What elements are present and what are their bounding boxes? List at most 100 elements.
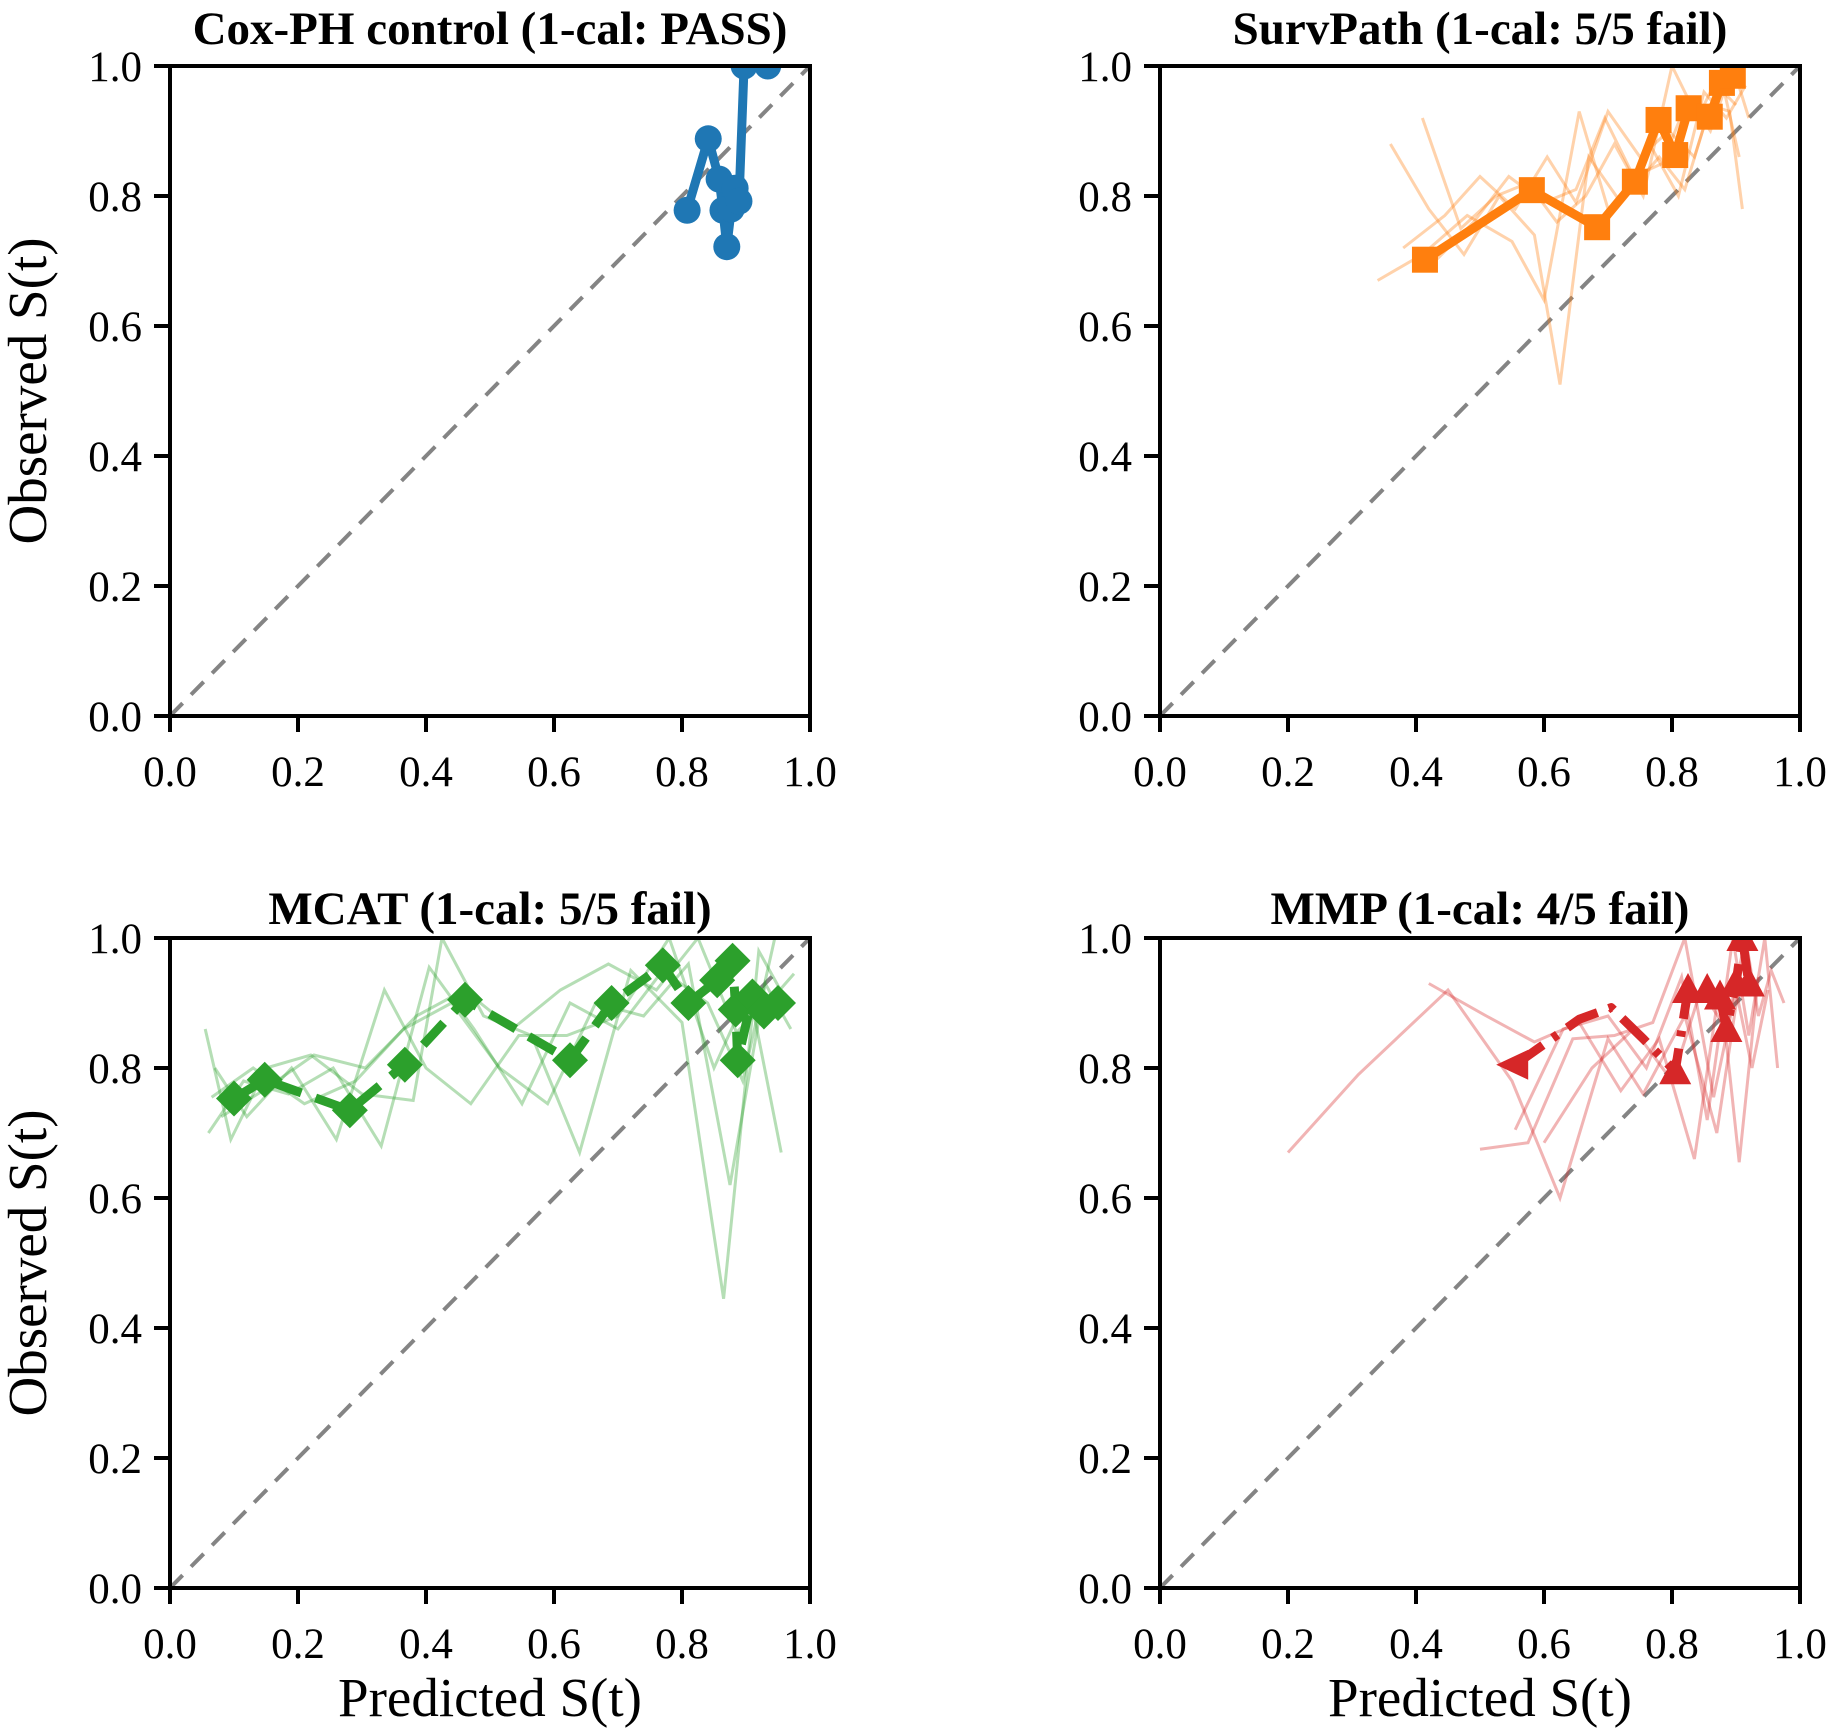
x-tick-label: 0.8 — [655, 1621, 709, 1668]
x-tick-label: 0.8 — [655, 749, 709, 796]
axes-spines — [168, 936, 812, 1590]
y-tick-label: 1.0 — [88, 44, 142, 91]
data-layer — [170, 938, 810, 1588]
y-tick-label: 0.6 — [88, 1176, 142, 1223]
fold-curve — [1402, 82, 1738, 250]
square-marker — [1518, 177, 1545, 204]
diamond-marker — [760, 985, 796, 1021]
triangle-marker — [1726, 938, 1759, 951]
square-marker — [1584, 214, 1611, 241]
fold-curve — [1389, 84, 1747, 385]
y-tick-label: 0.8 — [1078, 174, 1132, 221]
y-tick-label: 0.8 — [88, 1046, 142, 1093]
circle-marker — [713, 233, 741, 261]
fold-curve — [210, 960, 793, 1186]
diagonal-reference-line — [1160, 66, 1800, 716]
data-layer — [1160, 66, 1800, 716]
x-tick-label: 1.0 — [1773, 749, 1827, 796]
y-tick-label: 0.8 — [88, 174, 142, 221]
data-layer — [1160, 938, 1800, 1588]
ylabel-top-left: Observed S(t) — [0, 237, 58, 544]
diagonal-reference-line — [1160, 938, 1800, 1588]
fold-curve — [203, 938, 789, 1299]
circle-marker — [673, 196, 701, 224]
fold-curve — [1428, 976, 1760, 1163]
triangle-marker — [1710, 1012, 1743, 1042]
x-tick-label: 0.6 — [527, 749, 581, 796]
diagonal-reference-line — [170, 938, 810, 1588]
ylabel-bottom-left: Observed S(t) — [0, 1109, 58, 1416]
panel-cox-ph: Cox-PH control (1-cal: PASS) 0.00.0 0.2 0.… — [88, 3, 837, 796]
axes-spines — [1158, 936, 1802, 1590]
axes-spines — [1158, 64, 1802, 718]
diagonal-reference-line — [170, 66, 810, 716]
x-tick-label: 0.0 — [143, 749, 197, 796]
diamond-marker — [719, 1042, 756, 1079]
triangle-marker — [1704, 979, 1736, 1010]
y-tick-label: 0.0 — [1078, 694, 1132, 741]
circle-marker — [694, 125, 722, 153]
y-tick-label: 0.2 — [1078, 1436, 1132, 1483]
square-marker — [1621, 168, 1648, 195]
y-tick-label: 1.0 — [1078, 916, 1132, 963]
y-tick-label: 0.2 — [1078, 564, 1132, 611]
panel-mmp-title: MMP (1-cal: 4/5 fail) — [1271, 883, 1690, 935]
xlabel-bottom-right: Predicted S(t) — [1328, 1667, 1632, 1728]
fold-curve — [1286, 983, 1741, 1203]
y-tick-label: 0.4 — [1078, 434, 1132, 481]
x-tick-label: 0.4 — [399, 749, 453, 796]
panel-cox-ph-title: Cox-PH control (1-cal: PASS) — [193, 3, 788, 55]
x-tick-label: 1.0 — [783, 1621, 837, 1668]
y-tick-label: 0.0 — [88, 1566, 142, 1613]
x-tick-label: 1.0 — [1773, 1621, 1827, 1668]
circle-marker — [730, 66, 758, 80]
data-layer — [170, 66, 810, 716]
diamond-marker — [216, 1080, 252, 1117]
triangle-marker — [1732, 966, 1765, 997]
diamond-marker — [246, 1061, 283, 1098]
y-tick-label: 1.0 — [88, 916, 142, 963]
panel-survpath: SurvPath (1-cal: 5/5 fail) 0.00.00.20.20… — [1078, 3, 1827, 796]
y-tick-label: 0.4 — [88, 1306, 142, 1353]
mean-curve — [682, 66, 768, 252]
x-tick-label: 0.0 — [1133, 749, 1187, 796]
axes-spines — [168, 64, 812, 718]
x-tick-label: 0.2 — [271, 1621, 325, 1668]
y-tick-label: 0.4 — [1078, 1306, 1132, 1353]
square-marker — [1411, 246, 1438, 273]
square-marker — [1696, 103, 1723, 130]
y-tick-label: 0.0 — [1078, 1566, 1132, 1613]
y-tick-label: 0.2 — [88, 1436, 142, 1483]
panel-mcat-plot: 0.00.0 0.2 0.2 0.4 0.4 0.6 0.6 0.8 0.8 1.0 1.0 — [88, 916, 837, 1668]
y-tick-label: 0.6 — [1078, 1176, 1132, 1223]
square-marker — [1645, 106, 1672, 133]
circle-marker — [754, 66, 782, 80]
y-tick-label: 0.0 — [88, 694, 142, 741]
mean-curve — [231, 956, 781, 1115]
diamond-marker — [644, 947, 681, 984]
panel-mmp-plot: 0.00.0 0.2 0.2 0.4 0.4 0.6 0.6 0.8 0.8 1.0 1.0 — [1078, 916, 1827, 1668]
square-marker — [1719, 66, 1746, 89]
x-tick-label: 0.6 — [1517, 1621, 1571, 1668]
x-tick-label: 0.2 — [271, 749, 325, 796]
panel-mcat: MCAT (1-cal: 5/5 fail) 0.00.00.20.20.40.… — [88, 883, 837, 1668]
y-tick-label: 0.6 — [1078, 304, 1132, 351]
panel-survpath-plot: 0.00.0 0.2 0.2 0.4 0.4 0.6 0.6 0.8 0.8 1.0 1.0 — [1078, 44, 1827, 796]
x-tick-label: 0.4 — [1389, 1621, 1443, 1668]
x-tick-label: 0.4 — [399, 1621, 453, 1668]
panel-mmp: MMP (1-cal: 4/5 fail) 0.00.0 0.2 0.2 0.4 0.4… — [1078, 883, 1827, 1668]
diamond-marker — [386, 1046, 423, 1083]
x-tick-label: 0.2 — [1261, 1621, 1315, 1668]
panel-cox-ph-plot: 0.00.0 0.2 0.2 0.4 0.4 0.6 0.6 0.8 0.8 1.0 1.0 — [88, 44, 837, 796]
x-tick-label: 1.0 — [783, 749, 837, 796]
triangle-marker — [1496, 1049, 1529, 1080]
diamond-marker — [714, 942, 751, 979]
y-tick-label: 0.6 — [88, 304, 142, 351]
x-tick-label: 0.6 — [1517, 749, 1571, 796]
diamond-marker — [593, 985, 630, 1021]
fold-curve — [1479, 938, 1770, 1151]
y-tick-label: 0.4 — [88, 434, 142, 481]
diamond-marker — [670, 985, 707, 1021]
